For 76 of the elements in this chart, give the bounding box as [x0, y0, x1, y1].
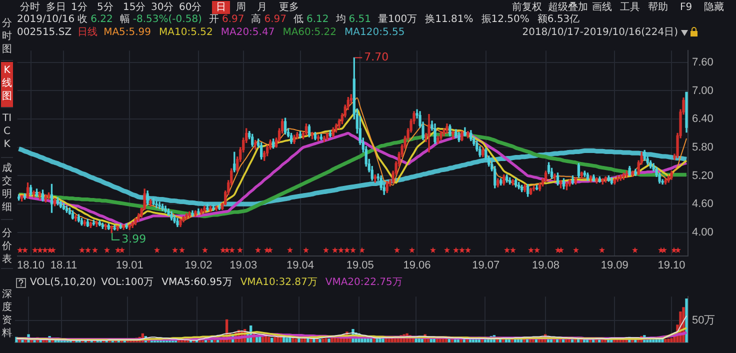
text: 均: [336, 14, 346, 26]
text: 成交明细: [1, 160, 13, 220]
text: 周: [236, 1, 246, 14]
text: F9: [680, 1, 692, 14]
x-tick-label: 19.09: [600, 260, 628, 272]
text: 1分: [71, 1, 88, 14]
x-tick-label: 18.11: [50, 260, 78, 272]
text: 画线: [592, 1, 612, 14]
x-tick-label: 19.06: [403, 260, 431, 272]
text: MA20:5.47: [220, 27, 275, 39]
text: 工具: [620, 1, 640, 14]
text: 日: [212, 1, 230, 14]
y-tick-label: 5.20: [692, 170, 714, 182]
text: 高: [251, 14, 262, 26]
x-tick-label: 19.07: [472, 260, 500, 272]
text: VMA20:22.75万: [325, 277, 402, 289]
annotation: 7.70: [364, 50, 389, 64]
text: 收: [78, 14, 88, 26]
text: 6.97: [264, 14, 286, 26]
y-tick-label: 6.40: [692, 113, 714, 126]
text: 月: [257, 1, 267, 14]
x-tick-label: 19.05: [346, 260, 374, 272]
text: MA10:5.52: [159, 27, 213, 39]
text: 多日: [46, 1, 66, 14]
y-tick-label: 5.80: [692, 141, 714, 154]
y-tick-label: 7.00: [692, 84, 714, 97]
text: 6.12: [306, 14, 329, 26]
text: 2019/10/16: [17, 14, 75, 26]
text: 超级叠加: [548, 1, 588, 14]
text: 幅: [120, 14, 130, 26]
text: 帮助: [648, 1, 668, 14]
text: -8.53%(-0.58): [132, 14, 202, 26]
text: TICK: [1, 110, 13, 158]
text: 002515.SZ: [17, 27, 72, 39]
text: 15分: [123, 1, 146, 14]
text: 分价表: [1, 225, 13, 269]
text: 6.97: [222, 14, 244, 26]
y-tick-label: 4.60: [692, 198, 714, 210]
text: 分时: [20, 1, 40, 14]
annotation: 3.99: [122, 232, 146, 246]
text: 60分: [179, 1, 202, 14]
text: 振12.50%: [481, 14, 530, 26]
text: 更多: [279, 1, 299, 14]
text: 换11.81%: [425, 14, 474, 26]
text: 30分: [151, 1, 174, 14]
y-tick-label: 50万: [692, 314, 716, 327]
x-tick-label: 18.10: [17, 260, 45, 272]
y-tick-label: 4.00: [692, 226, 714, 238]
text: 额6.53亿: [537, 14, 580, 26]
text: K线图: [1, 62, 13, 108]
y-tick-label: 7.60: [692, 56, 714, 68]
text: 低: [294, 14, 304, 26]
text: MA5:5.99: [104, 27, 152, 39]
text: VOL:100万: [101, 277, 154, 289]
chart-title: VOL(5,10,20): [30, 277, 96, 289]
text: 2018/10/17-2019/10/16(224日): [522, 27, 678, 39]
text: 5分: [97, 1, 114, 14]
x-tick-label: 19.08: [532, 260, 560, 272]
text: VMA5:60.95万: [162, 277, 232, 289]
text: 6.22: [90, 14, 113, 26]
x-tick-label: 19.03: [230, 260, 258, 272]
text: MA60:5.22: [282, 27, 337, 39]
text: 分时图: [1, 15, 13, 61]
x-tick-label: 19.04: [286, 260, 314, 272]
text: 6.51: [348, 14, 372, 26]
x-tick-label: 19.01: [116, 260, 144, 272]
x-tick-label: 19.10: [658, 260, 686, 272]
text: MA120:5.55: [344, 27, 405, 39]
text: 量100万: [378, 14, 418, 26]
text: 深度资料: [1, 286, 13, 339]
text: 隐藏: [704, 1, 724, 14]
x-tick-label: 19.02: [184, 260, 212, 272]
text: 前复权: [512, 1, 542, 14]
text: VMA10:32.87万: [240, 277, 318, 289]
text: 开: [208, 14, 219, 26]
text: 日线: [78, 27, 98, 39]
